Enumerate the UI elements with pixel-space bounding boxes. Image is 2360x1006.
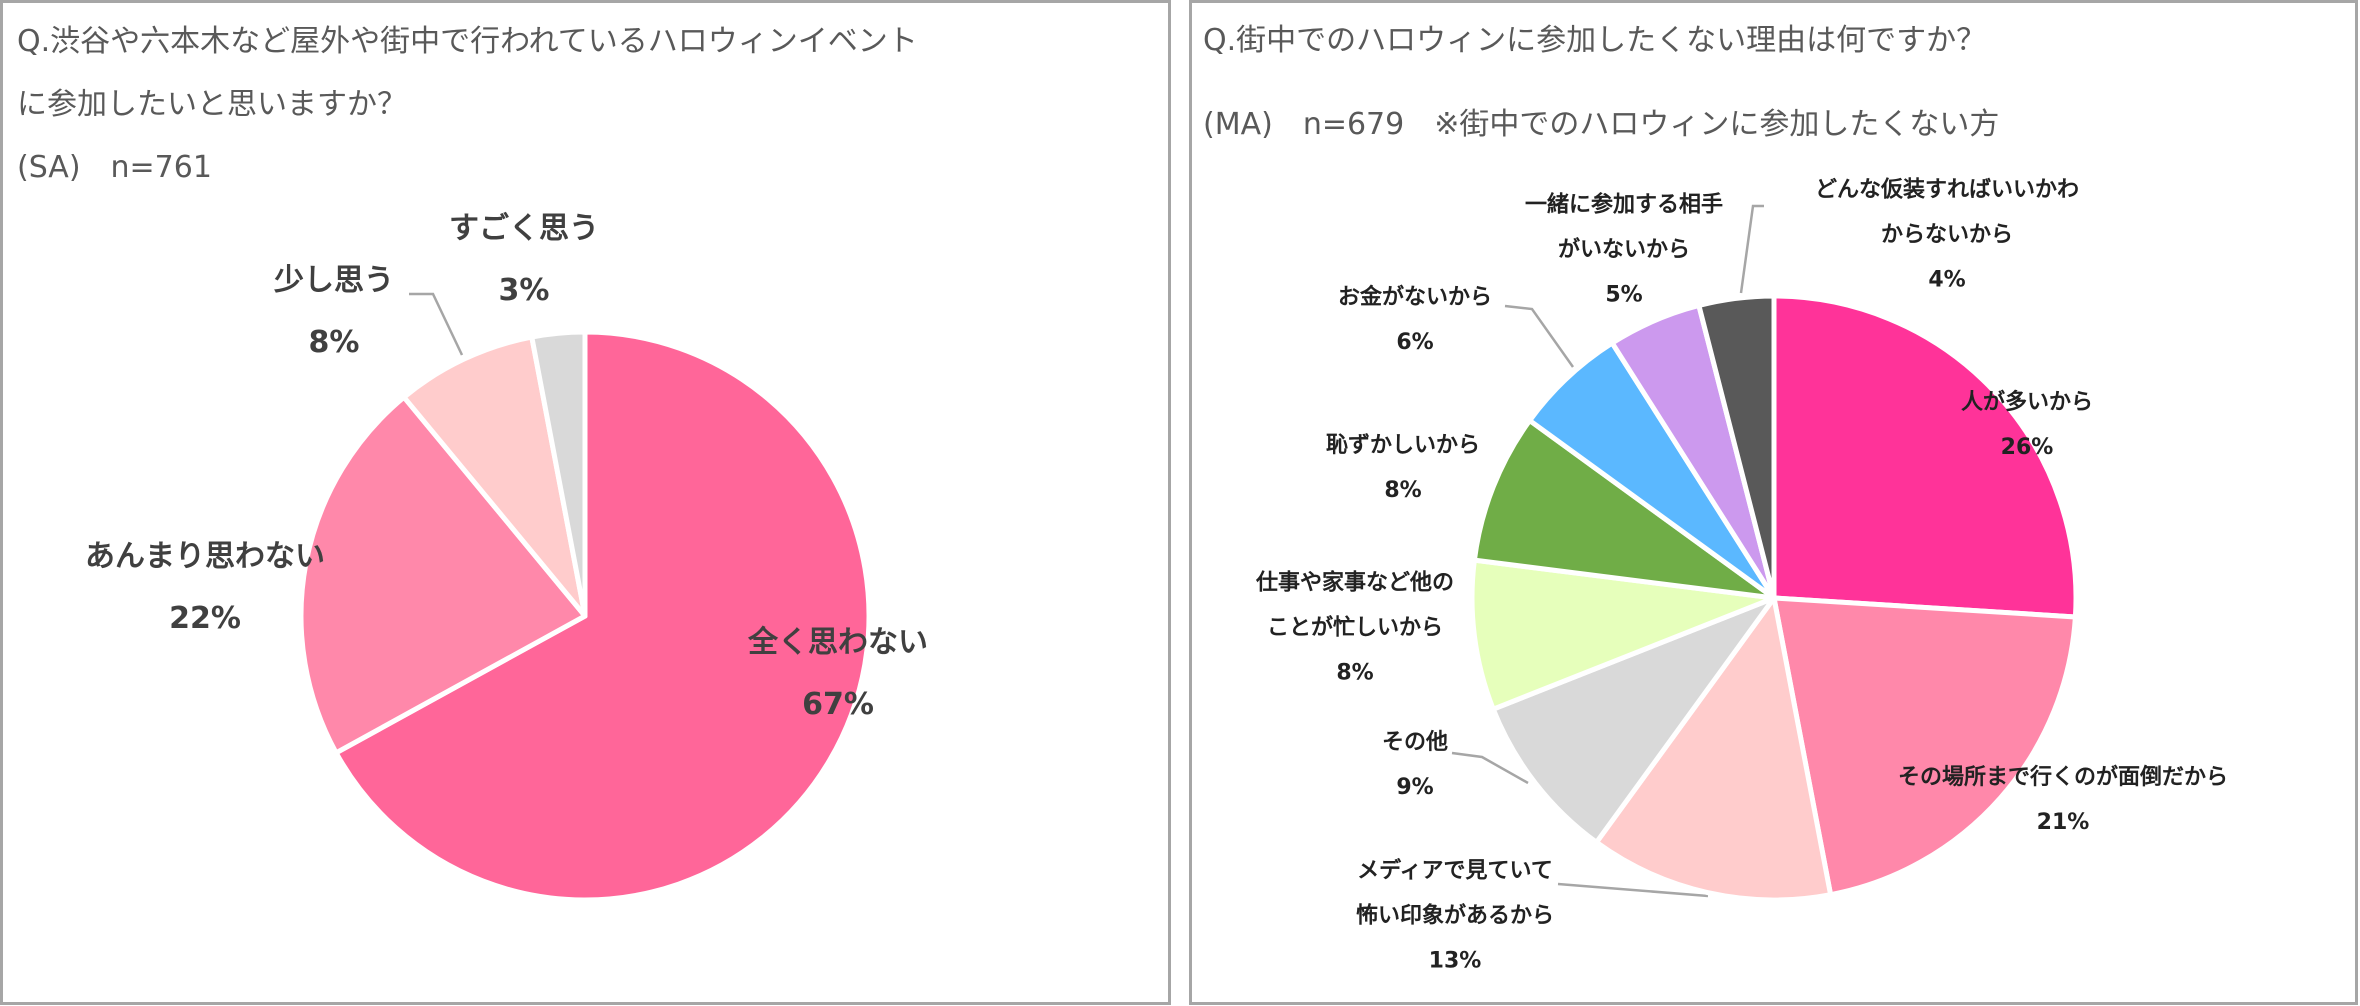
value-label: 21% <box>2036 810 2090 835</box>
value-label: 8% <box>1384 478 1422 503</box>
category-label: メディアで見ていて怖い印象があるから <box>1355 858 1554 929</box>
slice-label: 仕事や家事など他のことが忙しいから 8% <box>1250 561 1460 696</box>
leader-line <box>1504 304 1575 368</box>
pie-slice <box>1593 595 1834 903</box>
leader-line <box>1739 204 1764 294</box>
slice-label: 人が多いから 26% <box>1961 380 2093 470</box>
category-label: 仕事や家事など他のことが忙しいから <box>1255 570 1454 641</box>
slice-label: メディアで見ていて怖い印象があるから 13% <box>1350 849 1560 984</box>
pie-slice <box>333 329 872 903</box>
value-label: 26% <box>2000 435 2054 460</box>
pie-slice <box>1771 293 2079 620</box>
value-label: 8% <box>1336 660 1374 686</box>
pie-slice <box>1771 595 2078 898</box>
pie-slice <box>1696 293 1777 601</box>
slice-label: 恥ずかしいから 8% <box>1326 423 1480 513</box>
slice-label: どんな仮装すればいいかわからないから 4% <box>1810 168 2085 303</box>
slice-label: その場所まで行くのが面倒だから 21% <box>1898 755 2228 845</box>
value-label: 6% <box>1396 330 1434 355</box>
slice-label: 一緒に参加する相手がいないから 5% <box>1519 183 1729 318</box>
leader-line <box>1557 882 1709 898</box>
value-label: 67% <box>802 687 874 722</box>
pie-slice <box>1471 417 1777 601</box>
value-label: 3% <box>498 273 550 308</box>
chart-subtitle: (SA) n=761 <box>17 150 212 185</box>
slice-label: あんまり思わない 22% <box>85 526 325 650</box>
pie-slice <box>529 329 588 619</box>
value-label: 9% <box>1396 775 1434 800</box>
slice-label: 少し思う 8% <box>274 250 394 374</box>
chart-subtitle: (MA) n=679 ※街中でのハロウィンに参加したくない方 <box>1203 107 2000 142</box>
category-label: 全く思わない <box>748 625 928 660</box>
slice-label: すごく思う 3% <box>449 198 599 322</box>
pie-slice <box>401 334 588 619</box>
chart-title: Q.街中でのハロウィンに参加したくない理由は何ですか？ <box>1203 23 1987 58</box>
pie-slice <box>1469 557 1777 712</box>
slice-label: 全く思わない 67% <box>748 612 928 736</box>
category-label: 一緒に参加する相手がいないから <box>1524 192 1723 263</box>
pie-slice <box>298 394 588 756</box>
category-label: 人が多いから <box>1960 390 2094 415</box>
panel-border <box>0 0 1171 1005</box>
chart-title: Q.渋谷や六本木など屋外や街中で行われているハロウィンイベントに参加したいと思い… <box>17 24 918 122</box>
category-label: あんまり思わない <box>85 539 325 574</box>
category-label: 恥ずかしいから <box>1325 433 1481 458</box>
value-label: 8% <box>308 325 360 360</box>
pie-slice <box>1490 595 1777 845</box>
category-label: 少し思う <box>274 263 394 298</box>
panel-border <box>1189 0 2358 1005</box>
value-label: 13% <box>1428 948 1482 974</box>
category-label: その他 <box>1381 730 1449 755</box>
value-label: 5% <box>1605 282 1643 308</box>
category-label: その場所まで行くのが面倒だから <box>1897 765 2229 790</box>
slice-label: お金がないから 6% <box>1338 275 1492 365</box>
value-label: 22% <box>169 601 241 636</box>
category-label: お金がないから <box>1337 285 1493 310</box>
leader-line <box>1451 751 1529 785</box>
slice-label: その他 9% <box>1382 720 1448 810</box>
leader-line <box>409 292 464 356</box>
value-label: 4% <box>1928 267 1966 293</box>
category-label: すごく思う <box>449 211 599 246</box>
category-label: どんな仮装すればいいかわからないから <box>1814 177 2079 248</box>
